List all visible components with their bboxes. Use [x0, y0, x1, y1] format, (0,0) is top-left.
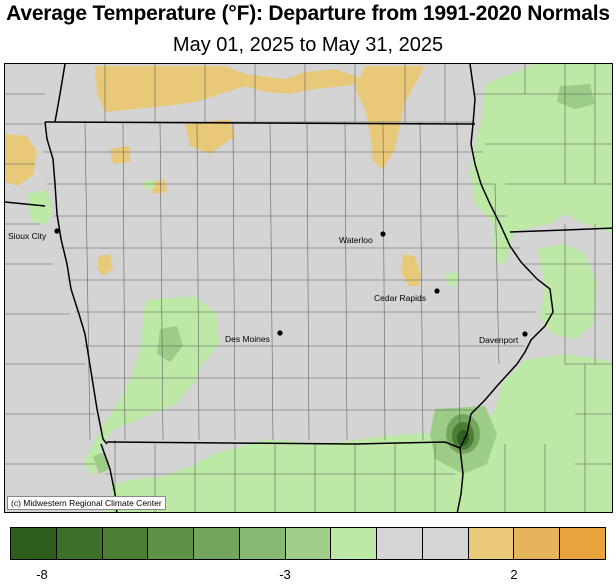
- cool-patch-east: [445, 272, 459, 286]
- des-moines-label: Des Moines: [225, 334, 270, 344]
- legend-swatch-3: [148, 528, 195, 559]
- mississippi-river-border: [459, 123, 554, 449]
- color-legend: [10, 527, 606, 560]
- legend-swatch-8: [377, 528, 423, 559]
- warm-area-west: [5, 134, 37, 186]
- davenport-marker: [522, 331, 528, 337]
- cool-patch-west: [27, 190, 53, 224]
- legend-tick-high: 2: [510, 567, 518, 582]
- state-boundaries: [5, 64, 612, 512]
- legend-tick-mid: -3: [279, 567, 291, 582]
- iowa-minnesota-border: [44, 121, 476, 125]
- county-lines: [5, 64, 612, 512]
- legend-swatch-9: [422, 528, 469, 559]
- cool-mid-northeast: [557, 84, 595, 109]
- warm-patch-small: [110, 146, 130, 164]
- city-markers: Sioux City Waterloo Cedar Rapids Des Moi…: [8, 228, 528, 345]
- cool-patch-tiny: [143, 180, 155, 190]
- warm-patch-tiny: [150, 180, 167, 194]
- sioux-city-marker: [54, 228, 60, 234]
- legend-tick-low: -8: [36, 567, 48, 582]
- legend-swatch-7: [331, 528, 378, 559]
- cedar-rapids-label: Cedar Rapids: [374, 293, 426, 303]
- legend-swatch-1: [56, 528, 103, 559]
- sioux-city-label: Sioux City: [8, 231, 47, 241]
- map-subtitle: May 01, 2025 to May 31, 2025: [172, 34, 444, 56]
- legend-swatch-6: [285, 528, 332, 559]
- waterloo-marker: [380, 231, 386, 237]
- legend-swatch-5: [239, 528, 286, 559]
- legend-swatch-11: [514, 528, 561, 559]
- cool-core-southeast: [446, 414, 480, 454]
- des-moines-marker: [277, 330, 283, 336]
- warm-anomaly-areas: [5, 66, 425, 286]
- cool-area-northeast: [470, 64, 612, 264]
- legend-swatch-12: [560, 528, 605, 559]
- waterloo-label: Waterloo: [339, 235, 373, 245]
- cool-area-south: [105, 354, 612, 512]
- iowa-missouri-border: [106, 441, 461, 449]
- cool-mid-southwest: [93, 452, 109, 474]
- warm-area-north: [95, 66, 365, 112]
- minnesota-wisconsin-border: [469, 64, 476, 125]
- wisconsin-illinois-border: [509, 227, 612, 233]
- iowa-western-border: [44, 121, 108, 445]
- cool-anomaly-areas: [27, 64, 612, 512]
- temperature-departure-map: Sioux City Waterloo Cedar Rapids Des Moi…: [4, 63, 613, 513]
- map-canvas: Sioux City Waterloo Cedar Rapids Des Moi…: [5, 64, 612, 512]
- warm-patch-waterloo: [401, 254, 421, 286]
- missouri-illinois-border: [456, 447, 464, 512]
- minnesota-south-dakota-border: [54, 64, 66, 123]
- cool-area-central: [83, 296, 219, 476]
- credit-label: (c) Midwestern Regional Climate Center: [7, 496, 166, 510]
- map-title: Average Temperature (°F): Departure from…: [6, 2, 610, 25]
- legend-swatch-4: [194, 528, 240, 559]
- warm-patch-north-iowa: [185, 119, 235, 154]
- cool-mid-central: [157, 326, 183, 362]
- south-dakota-nebraska-border: [5, 201, 46, 207]
- warm-patch-west-iowa: [97, 254, 113, 276]
- cedar-rapids-marker: [434, 288, 440, 294]
- legend-swatch-2: [102, 528, 149, 559]
- warm-area-minnesota: [355, 66, 425, 169]
- legend-swatch-10: [468, 528, 515, 559]
- legend-swatch-0: [11, 528, 57, 559]
- davenport-label: Davenport: [479, 335, 519, 345]
